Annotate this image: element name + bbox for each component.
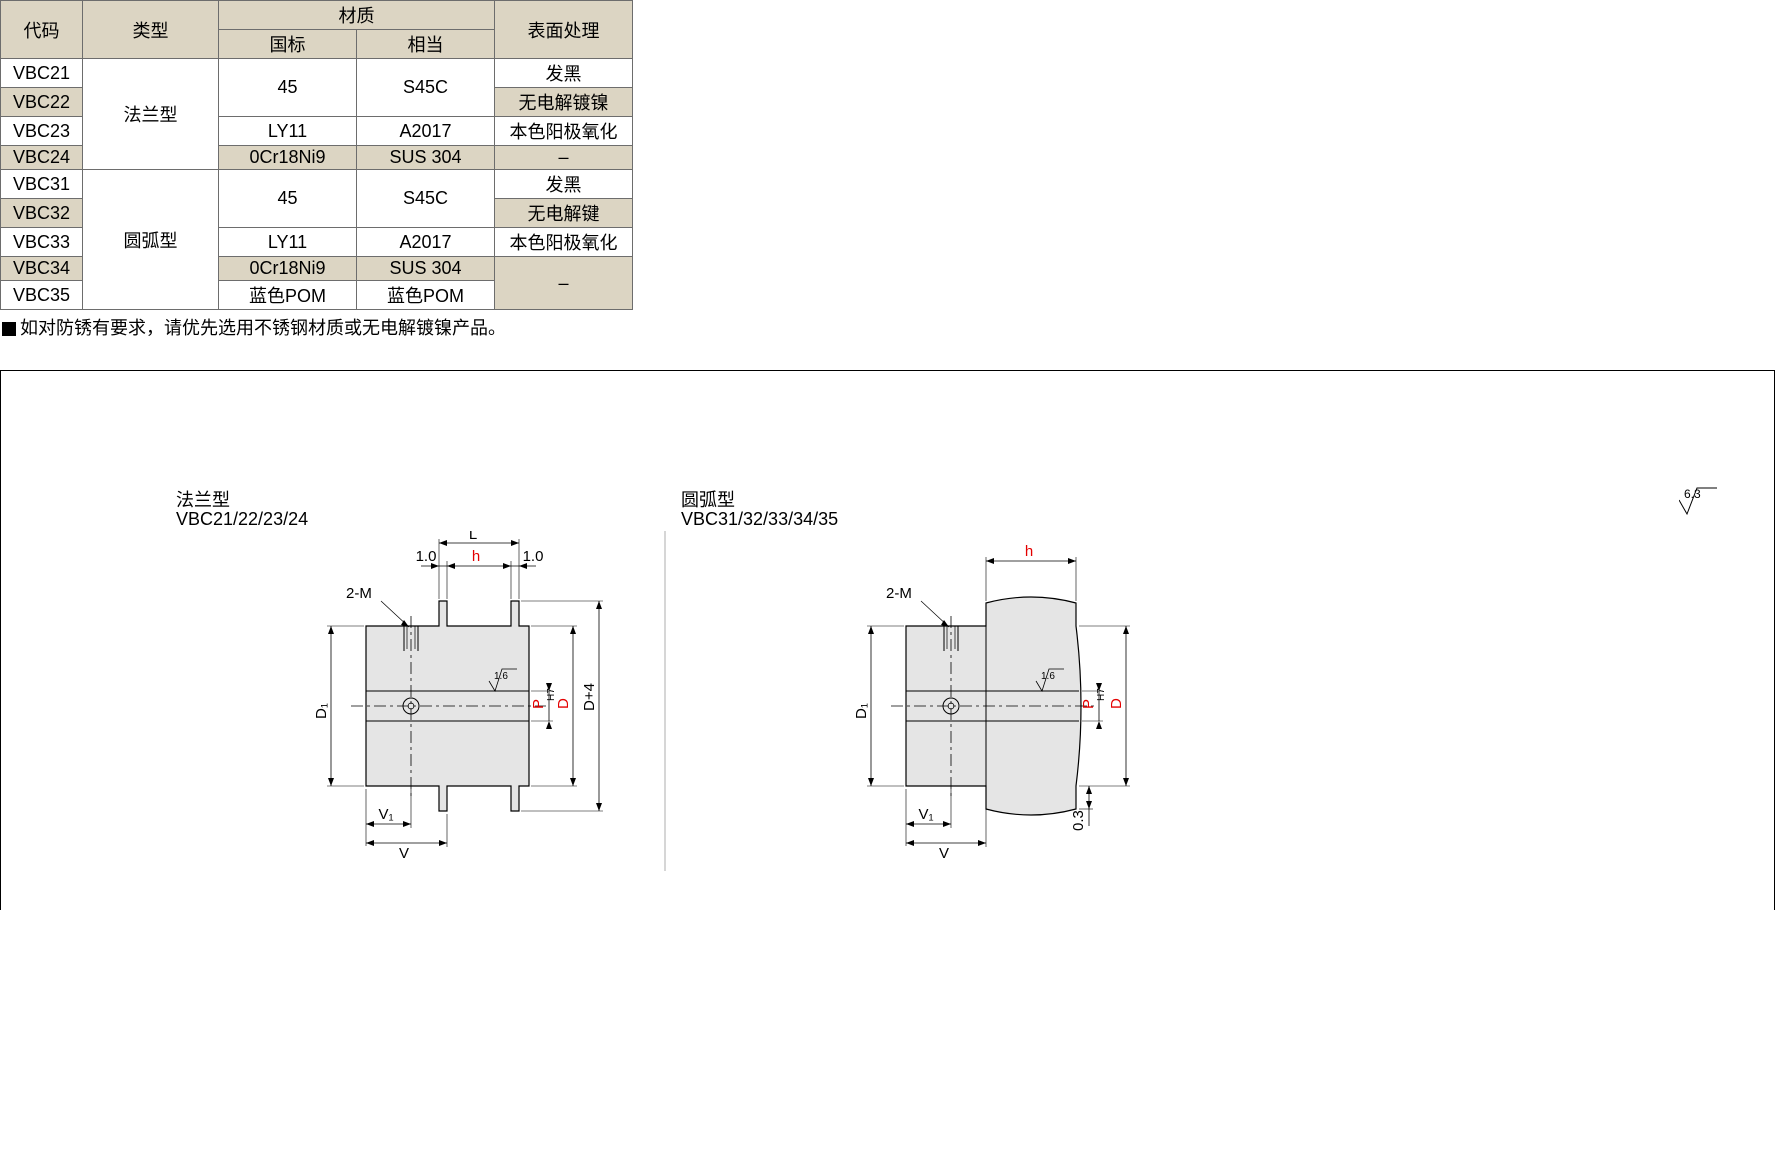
hdr-type: 类型: [83, 1, 219, 59]
mat-cell: 45: [219, 170, 357, 228]
mat-cell: SUS 304: [357, 146, 495, 170]
svg-text:V₁: V₁: [918, 806, 933, 823]
svg-text:L: L: [469, 531, 477, 543]
hdr-gb: 国标: [219, 30, 357, 59]
square-bullet-icon: [2, 322, 16, 336]
hdr-material: 材质: [219, 1, 495, 30]
diagrams-container: 法兰型 VBC21/22/23/24 圆弧型 VBC31/32/33/34/35…: [0, 370, 1775, 910]
svg-text:0.3: 0.3: [1070, 810, 1087, 831]
hdr-surface: 表面处理: [495, 1, 633, 59]
code-cell: VBC35: [1, 281, 83, 310]
svg-text:D+4: D+4: [581, 683, 598, 711]
code-cell: VBC23: [1, 117, 83, 146]
mat-cell: S45C: [357, 170, 495, 228]
flange-drawing: L 1.0 h 1.0 2-M D₁ P H7 D: [311, 531, 641, 871]
surf-cell: –: [495, 146, 633, 170]
arc-drawing: h 2-M D₁ P H7 D 0.3 V₁: [851, 531, 1171, 871]
mat-cell: 0Cr18Ni9: [219, 146, 357, 170]
hdr-equiv: 相当: [357, 30, 495, 59]
code-cell: VBC21: [1, 59, 83, 88]
mat-cell: LY11: [219, 117, 357, 146]
type-arc: 圆弧型: [83, 170, 219, 310]
surf-cell: –: [495, 257, 633, 310]
surf-cell: 发黑: [495, 59, 633, 88]
svg-text:P: P: [530, 699, 547, 709]
mat-cell: SUS 304: [357, 257, 495, 281]
code-cell: VBC22: [1, 88, 83, 117]
svg-text:V: V: [939, 845, 949, 862]
mat-cell: A2017: [357, 228, 495, 257]
surf-cell: 本色阳极氧化: [495, 228, 633, 257]
svg-text:V₁: V₁: [378, 806, 393, 823]
mat-cell: 蓝色POM: [357, 281, 495, 310]
code-cell: VBC31: [1, 170, 83, 199]
svg-text:V: V: [399, 845, 409, 862]
mat-cell: LY11: [219, 228, 357, 257]
surf-cell: 本色阳极氧化: [495, 117, 633, 146]
mat-cell: 蓝色POM: [219, 281, 357, 310]
note-text: 如对防锈有要求，请优先选用不锈钢材质或无电解镀镍产品。: [20, 318, 506, 338]
mat-cell: 0Cr18Ni9: [219, 257, 357, 281]
mat-cell: 45: [219, 59, 357, 117]
svg-text:h: h: [472, 548, 480, 565]
surf-cell: 发黑: [495, 170, 633, 199]
code-cell: VBC24: [1, 146, 83, 170]
svg-text:D₁: D₁: [313, 703, 330, 719]
code-cell: VBC32: [1, 199, 83, 228]
svg-text:H7: H7: [1096, 688, 1107, 701]
material-table: 代码 类型 材质 表面处理 国标 相当 VBC21 法兰型 45 S45C 发黑…: [0, 0, 633, 310]
center-divider: [664, 531, 666, 871]
svg-text:D: D: [1108, 698, 1125, 709]
surface-roughness-63: 6.3: [1679, 486, 1719, 521]
mat-cell: S45C: [357, 59, 495, 117]
svg-text:D₁: D₁: [853, 703, 870, 719]
svg-text:P: P: [1080, 699, 1097, 709]
svg-text:h: h: [1025, 543, 1033, 560]
surf-cell: 无电解键: [495, 199, 633, 228]
svg-text:1.0: 1.0: [523, 548, 544, 565]
mat-cell: A2017: [357, 117, 495, 146]
code-cell: VBC33: [1, 228, 83, 257]
svg-text:2-M: 2-M: [886, 585, 912, 602]
svg-text:1.0: 1.0: [416, 548, 437, 565]
code-cell: VBC34: [1, 257, 83, 281]
surf-cell: 无电解镀镍: [495, 88, 633, 117]
svg-text:D: D: [555, 698, 572, 709]
type-flange: 法兰型: [83, 59, 219, 170]
svg-text:2-M: 2-M: [346, 585, 372, 602]
hdr-code: 代码: [1, 1, 83, 59]
right-title2: VBC31/32/33/34/35: [681, 509, 838, 530]
rust-note: 如对防锈有要求，请优先选用不锈钢材质或无电解镀镍产品。: [2, 314, 1775, 340]
left-title2: VBC21/22/23/24: [176, 509, 308, 530]
